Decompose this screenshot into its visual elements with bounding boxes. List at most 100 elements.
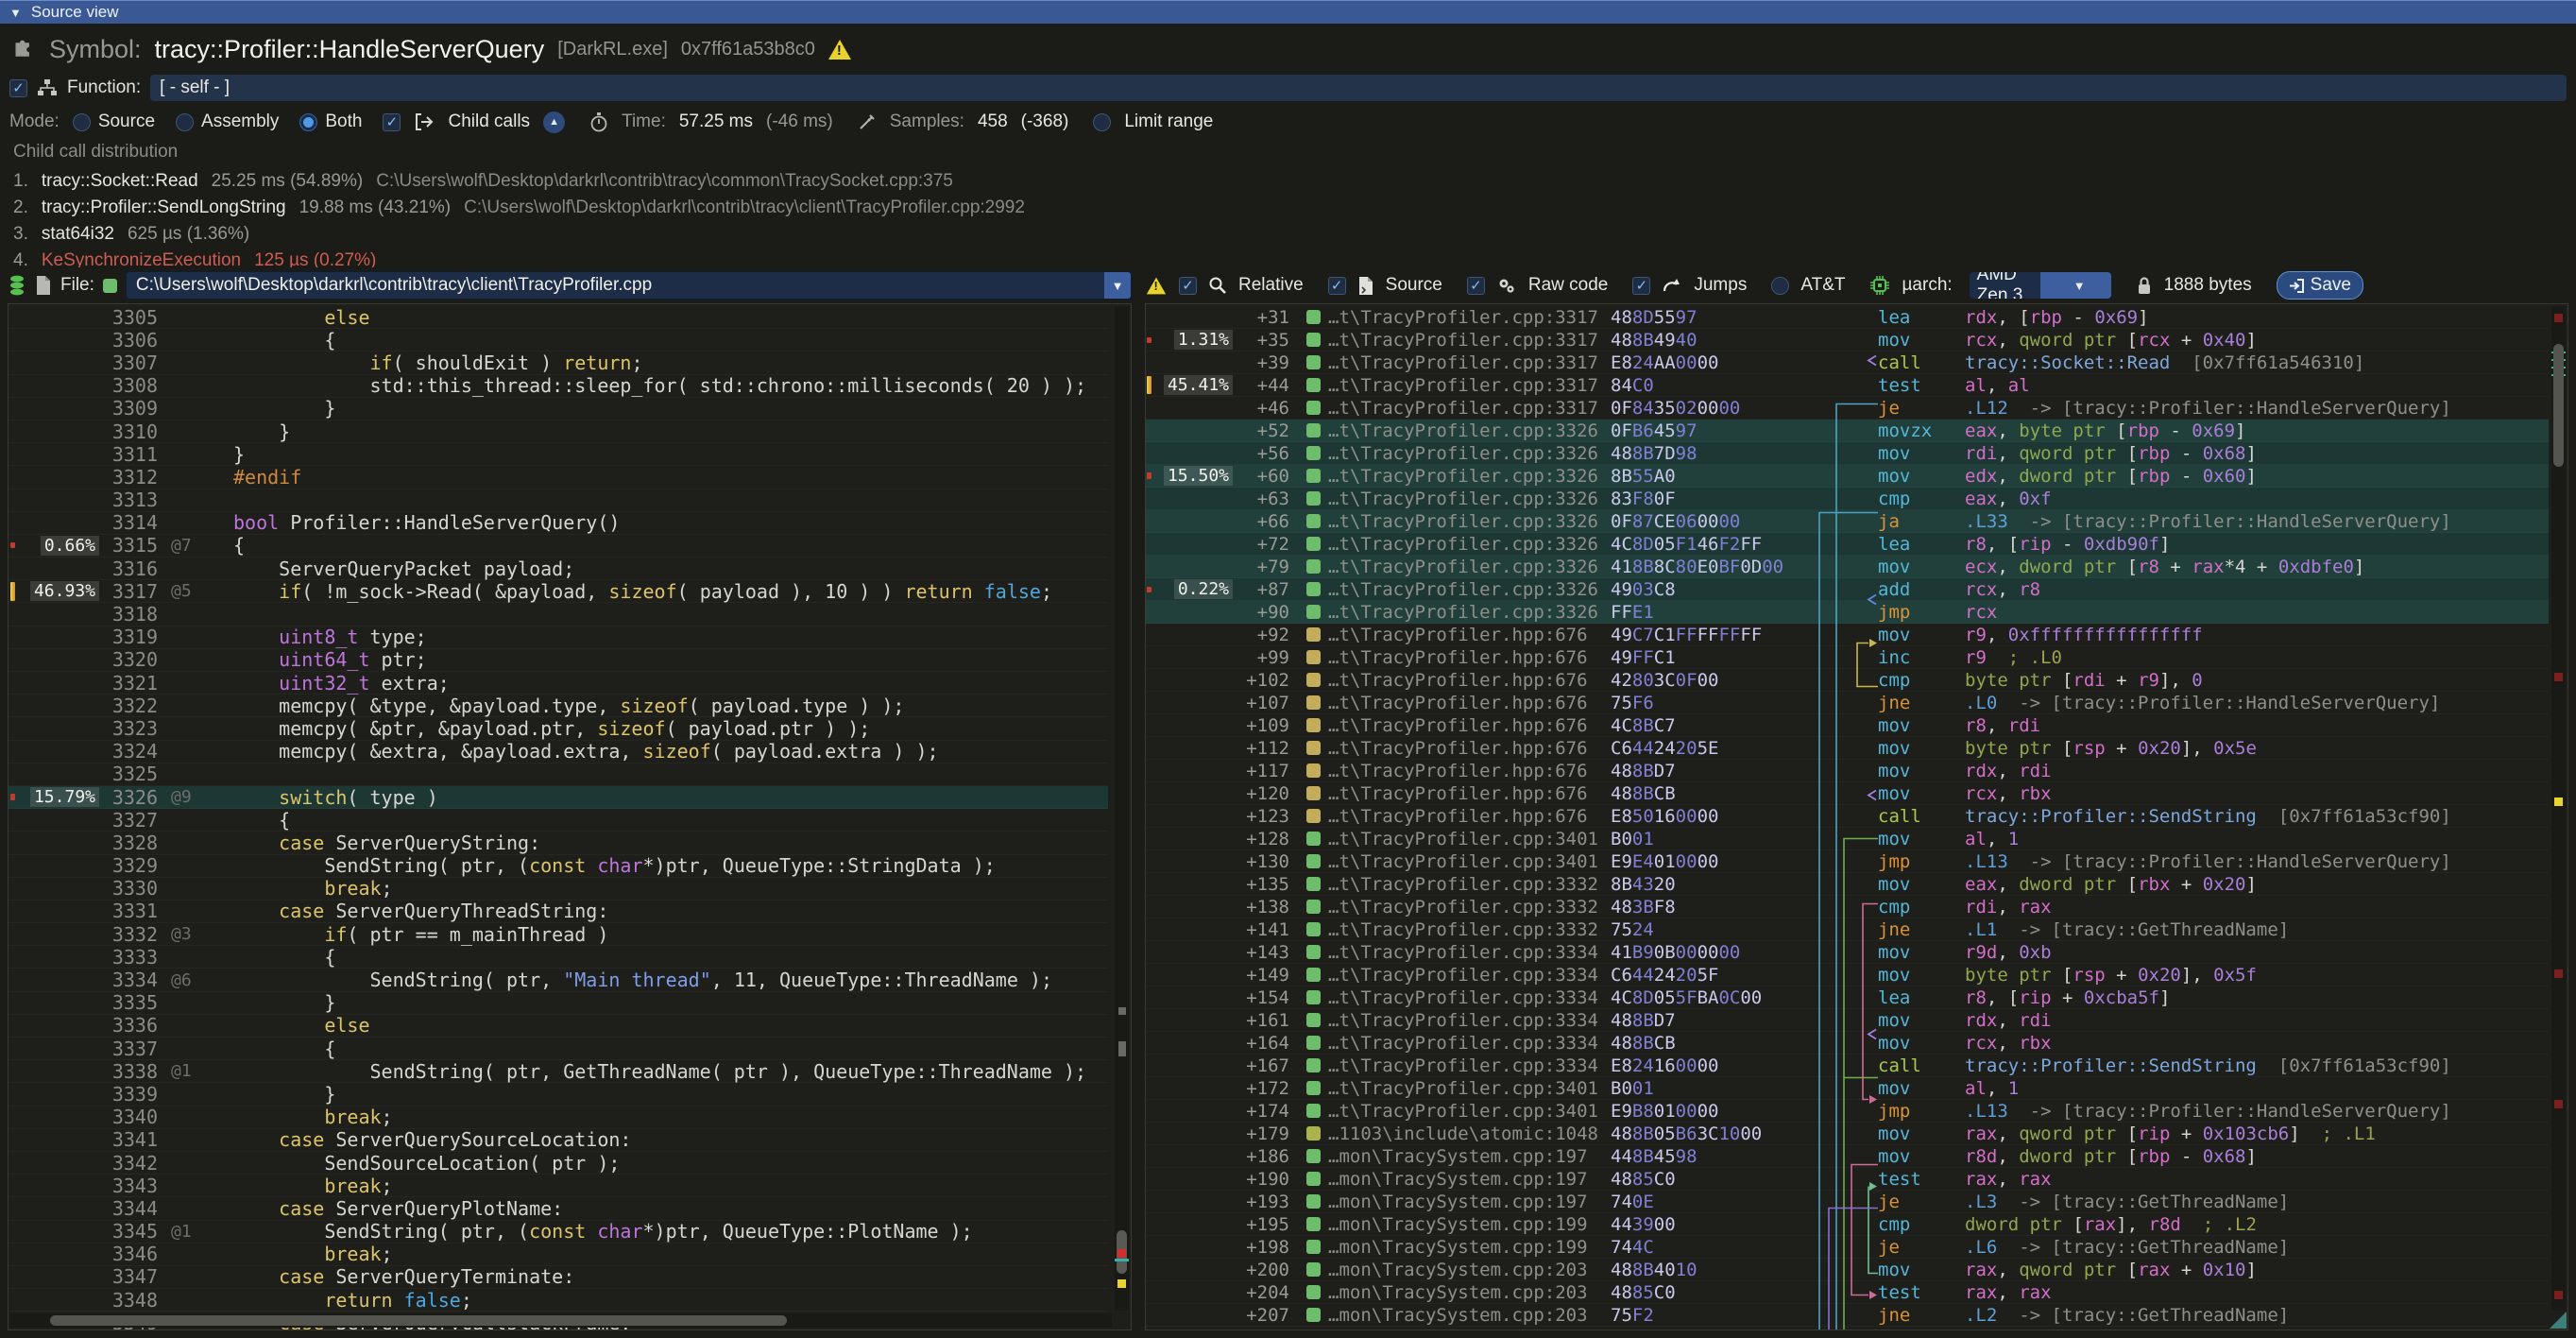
- asm-row[interactable]: +99 …t\TracyProfiler.hpp:676 49FFC1 inc r9 ;…: [1146, 646, 2549, 669]
- asm-row[interactable]: +141 …t\TracyProfiler.cpp:3332 7524 jne .L1 …: [1146, 918, 2549, 941]
- asm-row[interactable]: +79 …t\TracyProfiler.cpp:3326 418B8C80E0BF…: [1146, 556, 2549, 578]
- source-line-row[interactable]: 3319 uint8_t type;: [9, 626, 1108, 649]
- jumps-checkbox[interactable]: ✓: [1632, 276, 1651, 295]
- source-line-row[interactable]: 3318: [9, 603, 1108, 626]
- asm-row[interactable]: 45.41% +44 …t\TracyProfiler.cpp:3317 84C0 te…: [1146, 374, 2549, 397]
- source-line-row[interactable]: 3306 {: [9, 329, 1108, 352]
- asm-row[interactable]: +90 …t\TracyProfiler.cpp:3326 FFE1 jmp rcx: [1146, 601, 2549, 624]
- asm-row[interactable]: +143 …t\TracyProfiler.cpp:3334 41B90B00000…: [1146, 941, 2549, 964]
- child-call-item[interactable]: 4. KeSynchronizeExecution 125 µs (0.27%): [13, 250, 377, 267]
- att-radio[interactable]: [1771, 276, 1790, 295]
- asm-warning-icon[interactable]: [1146, 277, 1167, 294]
- relative-checkbox[interactable]: ✓: [1179, 276, 1197, 295]
- window-titlebar[interactable]: ▼ Source view: [0, 0, 2576, 24]
- source-line-row[interactable]: 3320 uint64_t ptr;: [9, 648, 1108, 672]
- asm-row[interactable]: +172 …t\TracyProfiler.cpp:3401 B001 mov al, …: [1146, 1077, 2549, 1100]
- limit-range-checkbox[interactable]: [1093, 112, 1112, 131]
- source-line-row[interactable]: 3332 @3 if( ptr == m_mainThread ): [9, 923, 1108, 947]
- raw-code-checkbox[interactable]: ✓: [1466, 276, 1485, 295]
- source-line-row[interactable]: 3339 }: [9, 1083, 1108, 1106]
- source-line-row[interactable]: 15.79% 3326 @9 switch( type ): [9, 786, 1108, 810]
- save-button[interactable]: Save: [2276, 271, 2363, 300]
- asm-row[interactable]: +198 …mon\TracySystem.cpp:199 744C je .L6 ->…: [1146, 1236, 2549, 1259]
- file-icon[interactable]: [35, 275, 52, 296]
- asm-row[interactable]: +109 …t\TracyProfiler.hpp:676 4C8BC7 mov r8,…: [1146, 714, 2549, 737]
- source-vertical-scrollbar[interactable]: [1115, 306, 1129, 1311]
- asm-row[interactable]: +102 …t\TracyProfiler.hpp:676 42803C0F00 cm…: [1146, 669, 2549, 692]
- source-line-row[interactable]: 3325: [9, 763, 1108, 786]
- asm-row[interactable]: +149 …t\TracyProfiler.cpp:3334 C64424205F m…: [1146, 964, 2549, 986]
- asm-row[interactable]: 1.31% +35 …t\TracyProfiler.cpp:3317 488B494…: [1146, 329, 2549, 352]
- database-icon[interactable]: [8, 274, 26, 297]
- asm-row[interactable]: +46 …t\TracyProfiler.cpp:3317 0F8435020000…: [1146, 397, 2549, 420]
- source-line-row[interactable]: 0.66% 3315 @7{: [9, 534, 1108, 558]
- asm-row[interactable]: +72 …t\TracyProfiler.cpp:3326 4C8D05F146F2…: [1146, 533, 2549, 556]
- source-line-row[interactable]: 3311}: [9, 443, 1108, 467]
- source-line-row[interactable]: 3307 if( shouldExit ) return;: [9, 352, 1108, 375]
- mode-radio-both[interactable]: Both: [299, 112, 369, 132]
- source-line-row[interactable]: 3345 @1 SendString( ptr, (const char*)ptr…: [9, 1220, 1108, 1244]
- source-line-row[interactable]: 3316 ServerQueryPacket payload;: [9, 558, 1108, 581]
- source-line-row[interactable]: 3331 case ServerQueryThreadString:: [9, 900, 1108, 924]
- source-line-row[interactable]: 3309 }: [9, 397, 1108, 420]
- symbol-warning-icon[interactable]: [827, 39, 851, 60]
- asm-vertical-scrollbar[interactable]: [2551, 306, 2566, 1311]
- chevron-down-icon[interactable]: ▼: [2039, 272, 2111, 299]
- asm-row[interactable]: +174 …t\TracyProfiler.cpp:3401 E9B8010000 j…: [1146, 1100, 2549, 1123]
- radio-icon[interactable]: [72, 112, 91, 131]
- asm-row[interactable]: +154 …t\TracyProfiler.cpp:3334 4C8D055FBA0…: [1146, 986, 2549, 1009]
- asm-row[interactable]: +164 …t\TracyProfiler.cpp:3334 488BCB mov rc…: [1146, 1032, 2549, 1055]
- source-line-row[interactable]: 3330 break;: [9, 877, 1108, 901]
- asm-row[interactable]: +63 …t\TracyProfiler.cpp:3326 83F80F cmp eax…: [1146, 488, 2549, 510]
- asm-row[interactable]: +167 …t\TracyProfiler.cpp:3334 E824160000 c…: [1146, 1055, 2549, 1077]
- source-line-row[interactable]: 3336 else: [9, 1014, 1108, 1038]
- source-line-row[interactable]: 3334 @6 SendString( ptr, "Main thread", 1…: [9, 969, 1108, 992]
- asm-row[interactable]: +138 …t\TracyProfiler.cpp:3332 483BF8 cmp rd…: [1146, 896, 2549, 918]
- collapse-child-calls-button[interactable]: ▲: [543, 111, 566, 133]
- source-line-row[interactable]: 3308 std::this_thread::sleep_for( std::c…: [9, 374, 1108, 398]
- function-combo[interactable]: [ - self - ]: [150, 75, 2567, 101]
- function-checkbox[interactable]: ✓: [9, 78, 27, 97]
- source-line-row[interactable]: 3337 {: [9, 1038, 1108, 1061]
- asm-row[interactable]: +128 …t\TracyProfiler.cpp:3401 B001 mov al, …: [1146, 828, 2549, 850]
- source-line-row[interactable]: 3323 memcpy( &ptr, &payload.ptr, sizeof(…: [9, 717, 1108, 741]
- asm-row[interactable]: +112 …t\TracyProfiler.hpp:676 C64424205E mo…: [1146, 737, 2549, 760]
- chevron-down-icon[interactable]: ▼: [1104, 272, 1131, 299]
- source-line-row[interactable]: 3348 return false;: [9, 1289, 1108, 1312]
- asm-row[interactable]: +186 …mon\TracySystem.cpp:197 448B4598 mov r…: [1146, 1145, 2549, 1168]
- asm-row[interactable]: +135 …t\TracyProfiler.cpp:3332 8B4320 mov ea…: [1146, 873, 2549, 896]
- collapse-triangle-icon[interactable]: ▼: [9, 5, 22, 20]
- asm-row[interactable]: +190 …mon\TracySystem.cpp:197 4885C0 test ra…: [1146, 1168, 2549, 1191]
- asm-row[interactable]: +56 …t\TracyProfiler.cpp:3326 488B7D98 mov r…: [1146, 442, 2549, 465]
- source-line-row[interactable]: 46.93% 3317 @5 if( !m_sock->Read( &payload…: [9, 580, 1108, 604]
- asm-row[interactable]: +179 …1103\include\atomic:1048 488B05B63C1…: [1146, 1123, 2549, 1145]
- child-call-item[interactable]: 3. stat64i32 625 µs (1.36%): [13, 224, 250, 244]
- asm-row[interactable]: +117 …t\TracyProfiler.hpp:676 488BD7 mov rdx…: [1146, 760, 2549, 782]
- file-combo[interactable]: C:\Users\wolf\Desktop\darkrl\contrib\tra…: [125, 271, 1132, 300]
- source-line-row[interactable]: 3313: [9, 489, 1108, 512]
- resize-grip[interactable]: [2550, 1312, 2567, 1329]
- source-line-row[interactable]: 3346 break;: [9, 1243, 1108, 1266]
- asm-row[interactable]: 15.50% +60 …t\TracyProfiler.cpp:3326 8B55A0…: [1146, 465, 2549, 488]
- source-line-row[interactable]: 3329 SendString( ptr, (const char*)ptr, …: [9, 854, 1108, 878]
- source-horizontal-scrollbar[interactable]: [10, 1313, 1112, 1328]
- source-line-row[interactable]: 3335 }: [9, 991, 1108, 1015]
- uarch-combo[interactable]: AMD Zen 3 ▼: [1969, 272, 2111, 299]
- child-calls-checkbox[interactable]: ✓: [383, 112, 401, 131]
- asm-row[interactable]: +209…mon\TracySystem.cpp:258488D35E88610…: [1146, 1327, 2549, 1330]
- asm-row[interactable]: +200 …mon\TracySystem.cpp:203 488B4010 mov r…: [1146, 1259, 2549, 1281]
- mode-radio-source[interactable]: Source: [72, 112, 162, 132]
- source-line-row[interactable]: 3321 uint32_t extra;: [9, 672, 1108, 695]
- source-line-row[interactable]: 3324 memcpy( &extra, &payload.extra, siz…: [9, 740, 1108, 763]
- asm-row[interactable]: +123 …t\TracyProfiler.hpp:676 E850160000 ca…: [1146, 805, 2549, 828]
- asm-vscroll-thumb[interactable]: [2553, 344, 2564, 467]
- asm-row[interactable]: +195 …mon\TracySystem.cpp:199 443900 cmp dwo…: [1146, 1213, 2549, 1236]
- source-line-row[interactable]: 3310 }: [9, 420, 1108, 444]
- source-line-row[interactable]: 3347 case ServerQueryTerminate:: [9, 1265, 1108, 1290]
- asm-row[interactable]: +161 …t\TracyProfiler.cpp:3334 488BD7 mov rd…: [1146, 1009, 2549, 1032]
- asm-row[interactable]: +204 …mon\TracySystem.cpp:203 4885C0 test ra…: [1146, 1281, 2549, 1304]
- asm-row[interactable]: +207 …mon\TracySystem.cpp:203 75F2 jne .L2 -…: [1146, 1304, 2549, 1327]
- asm-row[interactable]: 0.22% +87 …t\TracyProfiler.cpp:3326 4903C8 a…: [1146, 578, 2549, 601]
- source-line-row[interactable]: 3322 memcpy( &type, &payload.type, sizeo…: [9, 695, 1108, 718]
- source-line-row[interactable]: 3338 @1 SendString( ptr, GetThreadName( p…: [9, 1060, 1108, 1084]
